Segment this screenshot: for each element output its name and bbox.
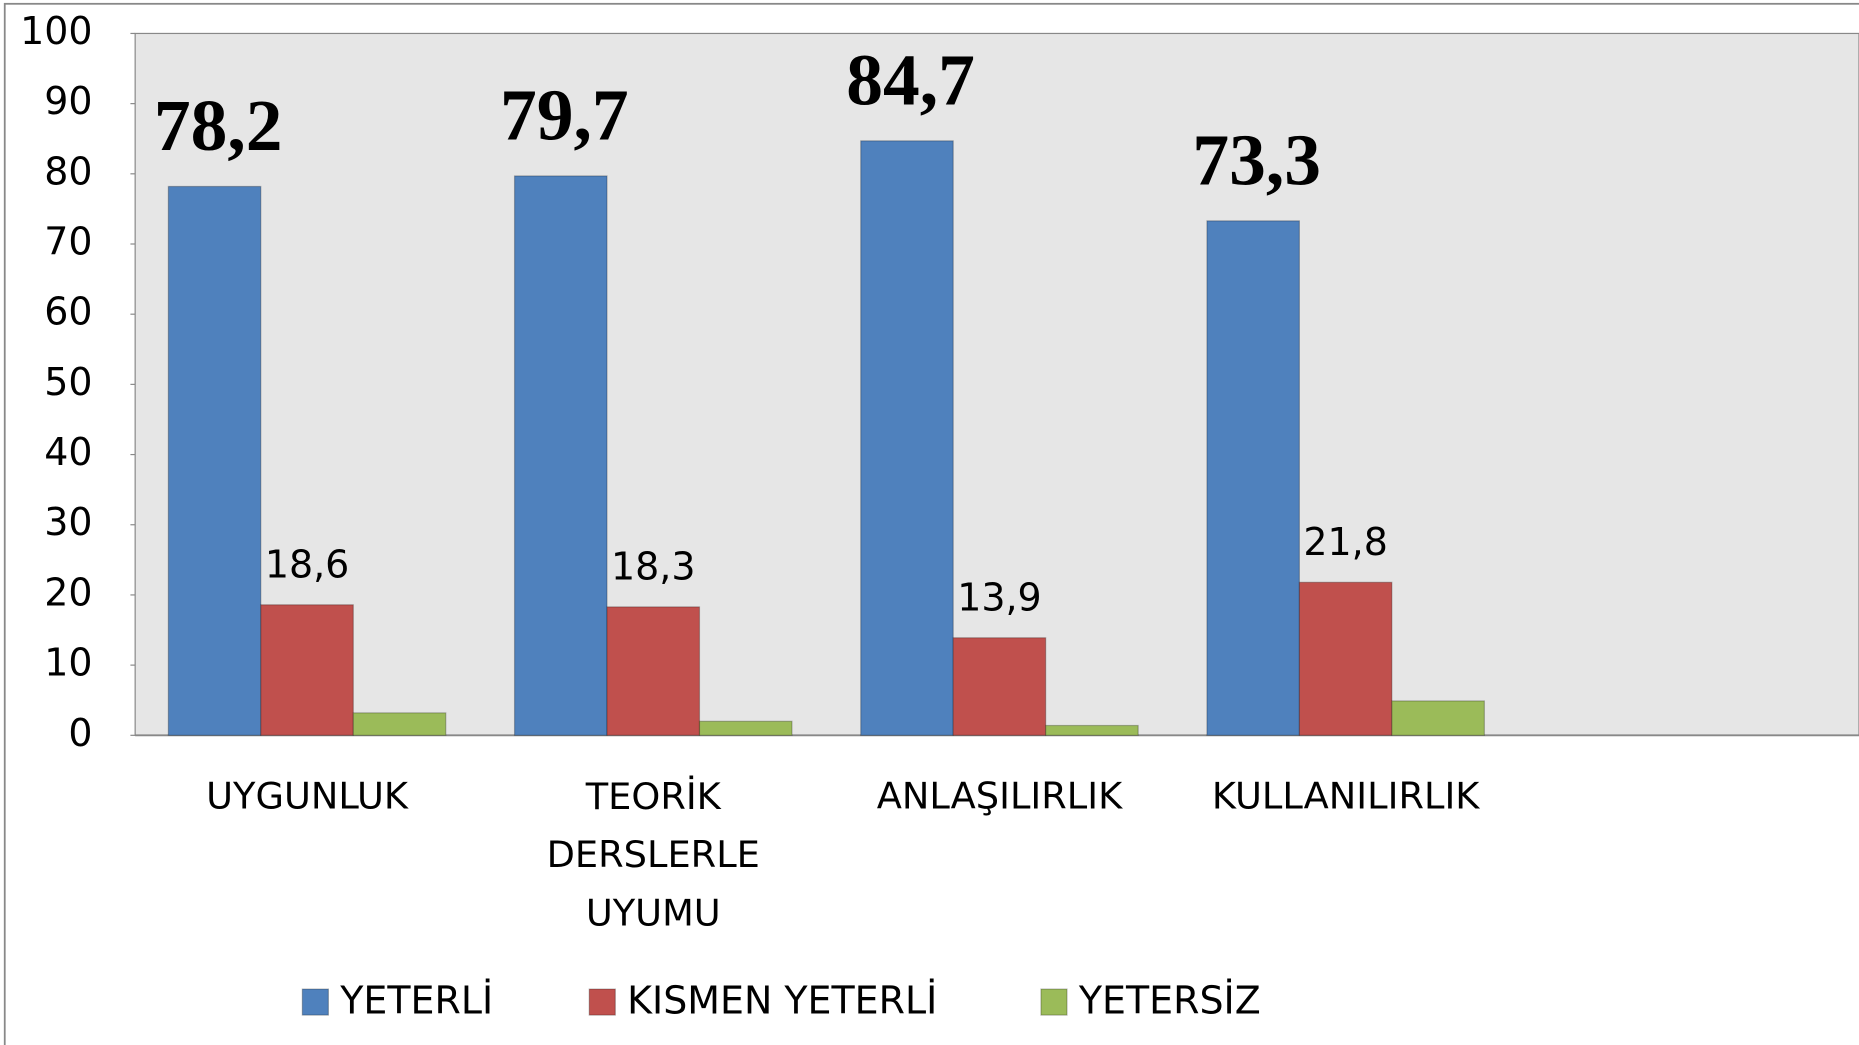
bar (260, 604, 354, 736)
legend-swatch (588, 988, 616, 1016)
bar (513, 175, 608, 736)
y-tick-label: 10 (44, 641, 92, 685)
data-label: 84,7 (846, 39, 975, 120)
bar (606, 606, 701, 736)
legend-swatch (1040, 988, 1068, 1016)
y-tick-label: 80 (44, 149, 92, 193)
x-tick-label: TEORİK DERSLERLE UYUMU (547, 775, 760, 934)
y-tick-label: 30 (44, 500, 92, 544)
bar (698, 720, 793, 736)
bar (167, 185, 262, 736)
plot-area (134, 32, 1859, 736)
legend-label: KISMEN YETERLİ (627, 979, 937, 1023)
data-label: 78,2 (154, 85, 283, 166)
data-label: 18,3 (611, 544, 695, 588)
y-tick-label: 100 (20, 9, 92, 53)
y-tick-label: 60 (44, 290, 92, 334)
legend-label: YETERLİ (339, 979, 493, 1023)
y-tick-label: 70 (44, 220, 92, 264)
bar (1206, 220, 1300, 736)
bar (1045, 724, 1139, 736)
bar (1298, 581, 1393, 736)
x-tick-label: KULLANILIRLIK (1212, 775, 1480, 818)
legend-swatch (301, 988, 330, 1016)
data-label: 73,3 (1192, 119, 1321, 200)
data-label: 18,6 (265, 542, 349, 586)
y-tick-label: 50 (44, 360, 92, 404)
bar (1391, 700, 1485, 736)
data-label: 21,8 (1303, 520, 1387, 564)
y-tick-label: 40 (44, 430, 92, 474)
y-tick-label: 0 (68, 711, 92, 755)
legend-label: YETERSİZ (1078, 979, 1261, 1023)
x-tick-label: UYGUNLUK (206, 775, 409, 818)
data-label: 13,9 (957, 575, 1041, 619)
bar (952, 637, 1047, 736)
bar (860, 140, 954, 736)
data-label: 79,7 (500, 74, 629, 155)
frame (3, 2, 1859, 1045)
x-tick-label: ANLAŞILIRLIK (877, 775, 1123, 818)
y-tick-label: 20 (44, 570, 92, 614)
y-tick-label: 90 (44, 79, 92, 123)
bar (352, 712, 447, 736)
